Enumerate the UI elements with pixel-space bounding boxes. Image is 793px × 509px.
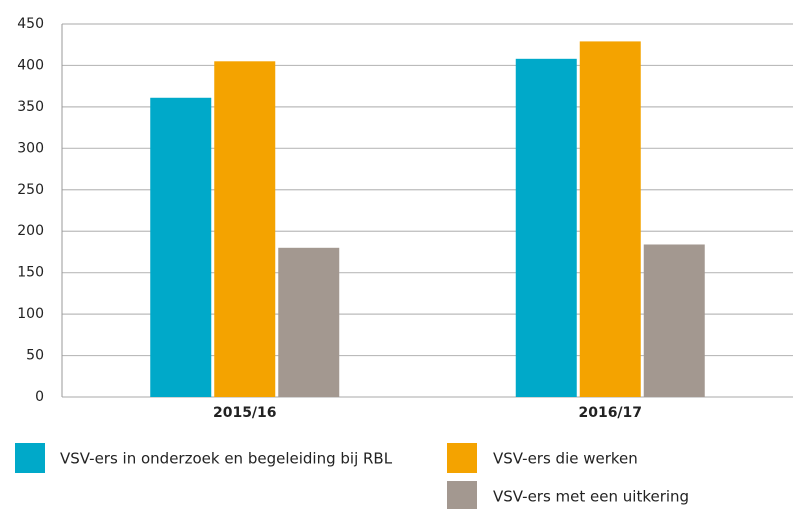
bar (278, 247, 340, 397)
y-tick-label: 50 (26, 348, 44, 364)
y-tick-label: 100 (17, 306, 44, 322)
legend-swatch (447, 481, 477, 509)
legend-label: VSV-ers in onderzoek en begeleiding bij … (60, 450, 393, 468)
bar (579, 41, 641, 397)
legend-label: VSV-ers met een uitkering (493, 488, 689, 506)
legend-swatch (447, 443, 477, 473)
bar (150, 97, 212, 397)
y-tick-label: 0 (35, 389, 44, 405)
y-tick-label: 300 (17, 140, 44, 156)
y-tick-label: 400 (17, 57, 44, 73)
x-tick-label: 2016/17 (578, 405, 642, 421)
y-tick-label: 450 (17, 16, 44, 32)
bar (515, 58, 577, 398)
y-tick-label: 150 (17, 265, 44, 281)
y-tick-label: 250 (17, 182, 44, 198)
y-tick-label: 200 (17, 223, 44, 239)
x-tick-label: 2015/16 (213, 405, 277, 421)
legend-label: VSV-ers die werken (493, 450, 638, 468)
y-tick-label: 350 (17, 99, 44, 115)
legend-swatch (15, 443, 45, 473)
bar (643, 244, 705, 397)
bar (214, 61, 276, 398)
